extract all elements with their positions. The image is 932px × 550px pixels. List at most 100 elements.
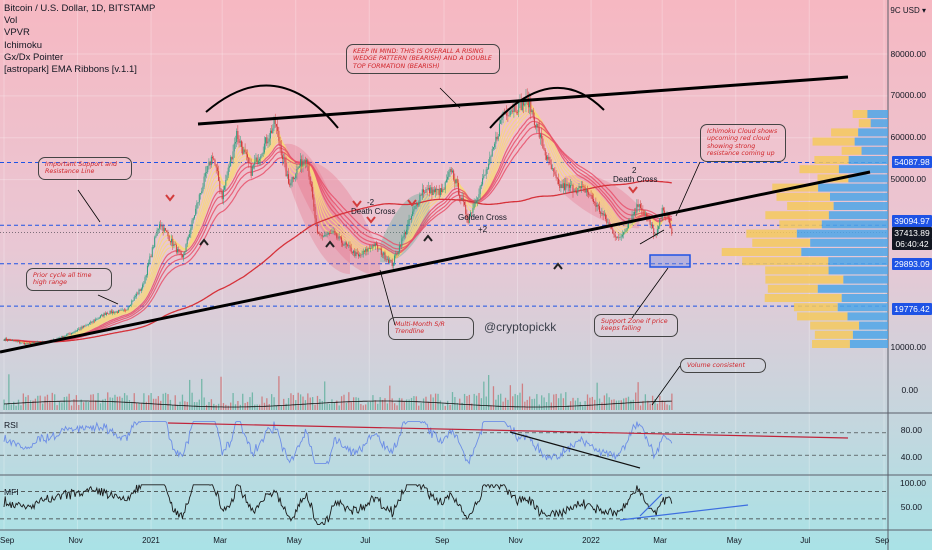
candle-body-457 — [554, 171, 556, 175]
candle-body-11 — [16, 341, 18, 342]
candle-body-110 — [136, 293, 138, 297]
candle-body-404 — [490, 155, 492, 158]
price-level-54087[interactable]: 54087.98 — [892, 156, 932, 168]
candle-body-529 — [641, 208, 643, 210]
candle-body-548 — [664, 210, 666, 214]
volume-bar-448 — [543, 397, 545, 410]
candle-body-393 — [477, 197, 479, 201]
vp-bar-sell-0 — [852, 110, 868, 118]
volume-bar-52 — [66, 396, 68, 410]
legend-ema-ribbons[interactable]: [astropark] EMA Ribbons [v.1.1] — [4, 64, 137, 76]
legend-vpvr[interactable]: VPVR — [4, 27, 30, 39]
volume-bar-230 — [280, 405, 282, 410]
candle-body-295 — [359, 254, 361, 257]
candle-body-397 — [482, 178, 484, 185]
vp-bar-sell-19 — [767, 284, 818, 293]
candle-body-348 — [423, 189, 425, 193]
candle-body-183 — [224, 185, 226, 190]
candle-body-409 — [496, 136, 498, 140]
volume-bar-528 — [639, 405, 642, 410]
volume-bar-512 — [620, 400, 622, 410]
candle-body-390 — [473, 203, 475, 209]
sub-panels — [0, 420, 888, 525]
volume-bar-6 — [10, 404, 12, 410]
volume-bar-398 — [483, 381, 485, 410]
buy-arrow-0 — [199, 238, 209, 246]
candle-body-21 — [28, 343, 30, 344]
price-level-current[interactable]: 37413.89 — [892, 227, 932, 239]
volume-profile — [721, 110, 888, 348]
candle-body-270 — [328, 233, 330, 234]
note-sr-trendline: Multi-Month S/R Trendline — [388, 317, 474, 340]
candle-body-515 — [624, 231, 626, 233]
volume-bar-132 — [162, 393, 164, 410]
candle-body-246 — [300, 159, 302, 167]
candle-body-451 — [547, 156, 549, 160]
legend-ichimoku[interactable]: Ichimoku — [4, 39, 43, 51]
candle-body-388 — [471, 212, 473, 214]
vp-bar-buy-2 — [858, 128, 888, 137]
vp-bar-buy-13 — [796, 229, 888, 238]
candle-body-484 — [586, 189, 588, 193]
candle-body-533 — [646, 214, 648, 217]
candle-body-290 — [353, 250, 355, 254]
candle-body-512 — [620, 236, 622, 238]
candle-body-123 — [151, 247, 153, 258]
leader-support-zone — [631, 267, 669, 319]
volume-bar-14 — [20, 405, 22, 410]
volume-bar-326 — [396, 405, 398, 410]
volume-bar-292 — [355, 397, 357, 410]
volume-bar-272 — [331, 399, 333, 410]
volume-bar-422 — [512, 396, 514, 410]
volume-bar-438 — [531, 399, 533, 410]
rsi-label[interactable]: RSI — [4, 420, 19, 430]
candle-body-103 — [127, 307, 129, 310]
candle-body-117 — [144, 277, 146, 284]
volume-bar-508 — [615, 400, 618, 410]
volume-bar-4 — [8, 374, 10, 410]
candle-body-522 — [632, 214, 634, 216]
candle-body-215 — [262, 152, 264, 155]
candle-body-52 — [66, 334, 68, 336]
candle-body-321 — [390, 260, 392, 261]
candle-body-480 — [582, 186, 584, 187]
mfi-label[interactable]: MFI — [4, 487, 19, 497]
volume-bar-88 — [109, 397, 111, 410]
candle-body-486 — [589, 194, 591, 196]
candle-body-365 — [443, 189, 445, 190]
volume-bar-472 — [572, 397, 574, 410]
volume-bar-140 — [172, 404, 174, 410]
volume-bar-362 — [439, 400, 442, 410]
candle-body-351 — [426, 189, 428, 190]
candles — [3, 88, 673, 346]
candle-body-368 — [447, 176, 449, 180]
vp-bar-buy-21 — [837, 303, 888, 312]
candle-body-50 — [63, 336, 65, 338]
candle-body-464 — [562, 183, 564, 188]
price-level-39094[interactable]: 39094.97 — [892, 215, 932, 227]
vp-bar-buy-0 — [867, 110, 888, 118]
candle-body-160 — [196, 203, 198, 209]
volume-bar-396 — [480, 398, 483, 410]
price-level-29893[interactable]: 29893.09 — [892, 258, 932, 270]
price-level-19776[interactable]: 19776.42 — [892, 303, 932, 315]
candle-body-88 — [109, 310, 111, 314]
candle-body-381 — [462, 197, 464, 202]
candle-body-446 — [541, 134, 543, 139]
volume-bar-278 — [338, 405, 340, 410]
volume-bar-154 — [189, 379, 191, 410]
currency-label[interactable]: 9C USD ▾ — [890, 6, 926, 15]
volume-bar-116 — [143, 393, 145, 410]
volume-bar-54 — [68, 393, 70, 410]
vp-bar-sell-17 — [765, 266, 829, 275]
candle-body-339 — [412, 211, 414, 217]
legend-vol[interactable]: Vol — [4, 15, 18, 27]
volume-bar-454 — [550, 402, 552, 410]
vp-bar-sell-4 — [841, 146, 862, 155]
volume-bar-74 — [92, 394, 94, 410]
vp-bar-sell-25 — [812, 340, 850, 348]
legend-gxdx[interactable]: Gx/Dx Pointer — [4, 51, 64, 63]
volume-bar-156 — [191, 392, 193, 410]
volume-bar-122 — [150, 393, 152, 410]
